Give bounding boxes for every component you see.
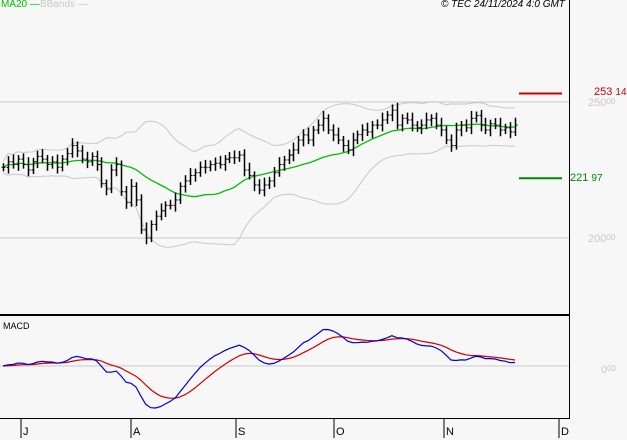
bband-lower-line <box>2 144 516 248</box>
macd-y-tick-dec: 00 <box>607 364 617 373</box>
legend-ma20-label: MA20 <box>1 0 28 10</box>
level-support-int: 221 <box>570 172 589 184</box>
level-label-support: 221 97 <box>570 172 603 184</box>
legend-ma20: MA20 — <box>1 0 40 10</box>
macd-title: MACD <box>3 321 30 331</box>
x-tick-oct: O <box>336 426 345 438</box>
x-tick-jul: J <box>23 426 29 438</box>
x-tick-aug: A <box>133 426 141 438</box>
x-tick-nov: N <box>446 426 454 438</box>
macd-signal-line <box>2 336 516 399</box>
copyright: © TEC 24/11/2024 4:0 GMT <box>441 0 565 10</box>
level-support-dec: 97 <box>591 173 603 184</box>
y-tick-250: 25000 <box>588 97 615 109</box>
level-resistance-dec: 14 <box>615 87 627 98</box>
macd-y-tick-int: 0 <box>601 364 608 376</box>
legend-bbands: BBands — <box>40 0 88 10</box>
x-tick-sep: S <box>238 426 246 438</box>
level-label-resistance: 253 14 <box>594 86 627 98</box>
bband-upper-line <box>2 101 516 163</box>
y-tick-200: 20000 <box>588 233 615 245</box>
x-tick-dec: D <box>561 426 569 438</box>
level-resistance-int: 253 <box>594 86 613 98</box>
macd-line <box>2 328 516 409</box>
macd-y-tick-0: 000 <box>601 364 616 376</box>
y-tick-200-dec: 00 <box>606 233 616 242</box>
ma20-line <box>2 123 516 198</box>
y-tick-200-int: 200 <box>588 233 607 245</box>
y-tick-250-dec: 00 <box>606 97 616 106</box>
y-tick-250-int: 250 <box>588 97 607 109</box>
legend-bbands-label: BBands <box>40 0 76 10</box>
